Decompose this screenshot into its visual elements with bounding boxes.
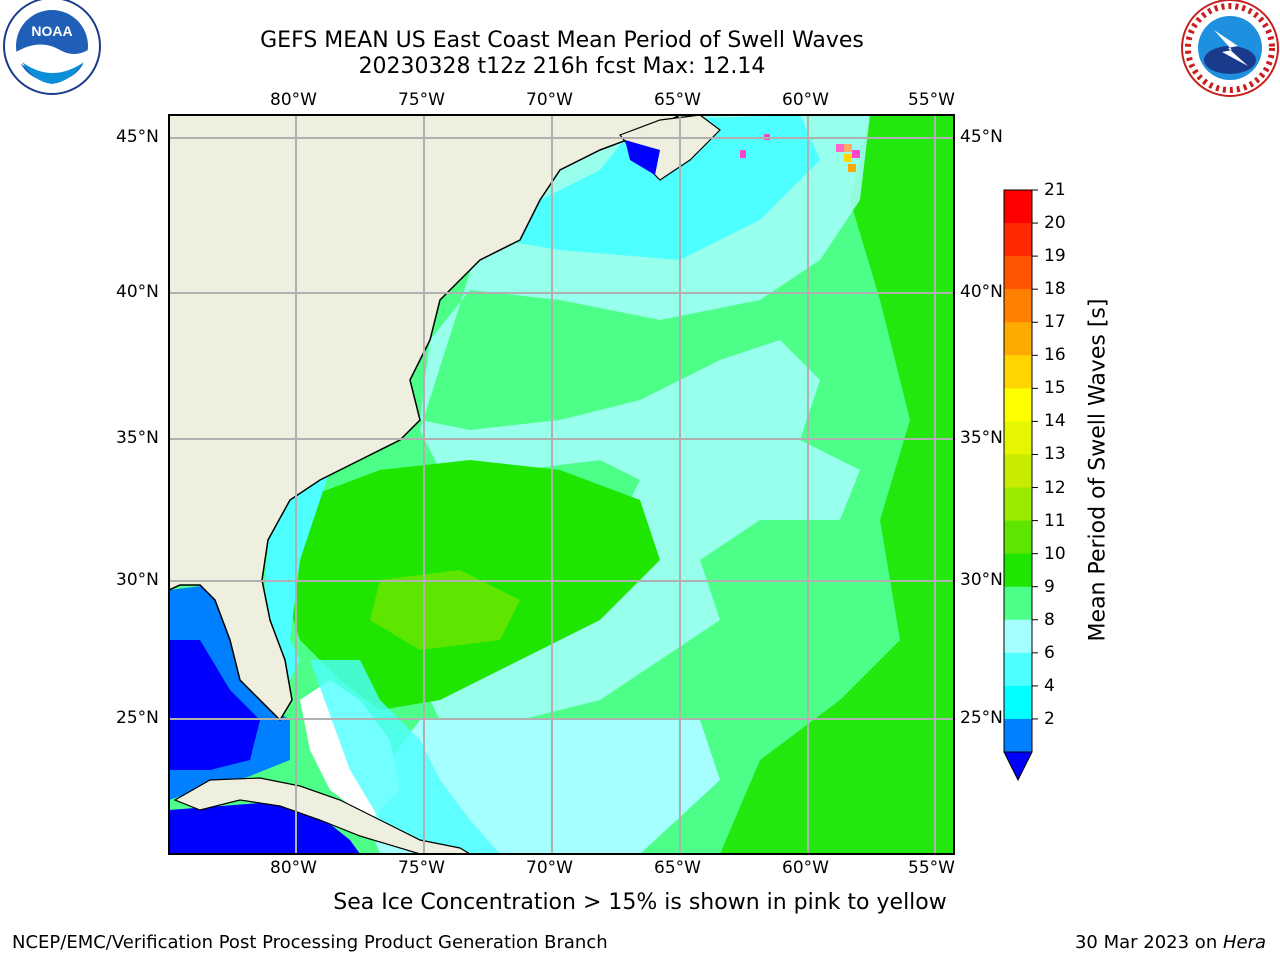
sea-ice-cell: [852, 150, 860, 158]
footer-host: Hera: [1222, 932, 1266, 953]
map-field: [169, 115, 954, 854]
top-lon-label: 60°W: [782, 90, 829, 110]
left-lat-label: 45°N: [116, 127, 159, 147]
colorbar-swatch: [1004, 322, 1032, 356]
colorbar-swatch: [1004, 520, 1032, 555]
colorbar-tick-label: 19: [1044, 246, 1066, 267]
colorbar-swatch: [1004, 586, 1032, 621]
colorbar-tick-label: 17: [1044, 312, 1066, 333]
left-lat-label: 25°N: [116, 708, 159, 728]
colorbar-label: Mean Period of Swell Waves [s]: [1085, 298, 1111, 642]
colorbar-outline: [1003, 189, 1033, 753]
colorbar-tick-label: 11: [1044, 510, 1066, 531]
cuba-land: [173, 777, 472, 854]
colorbar-tick-label: 14: [1044, 411, 1066, 432]
right-lat-label: 45°N: [960, 127, 1003, 147]
swell-zone-light-cyan: [380, 115, 870, 720]
bahamas-cyan: [310, 660, 500, 854]
colorbar-swatch: [1004, 388, 1032, 422]
colorbar-swatch: [1004, 619, 1032, 654]
colorbar-tick-label: 15: [1044, 378, 1066, 399]
colorbar-swatch: [1004, 553, 1032, 588]
top-lon-label: 70°W: [526, 90, 573, 110]
colorbar-tick-label: 16: [1044, 345, 1066, 366]
chart-subtitle: 20230328 t12z 216h fcst Max: 12.14: [358, 54, 766, 79]
sea-ice-cell: [848, 164, 856, 172]
swell-zone-east: [720, 115, 954, 854]
colorbar-swatch: [1004, 289, 1032, 323]
sea-ice-cell: [836, 144, 844, 152]
bottom-lon-label: 70°W: [526, 858, 573, 878]
bottom-lon-label: 60°W: [782, 858, 829, 878]
bay-of-fundy: [625, 140, 660, 175]
map-frame: [168, 114, 955, 855]
colorbar-swatch: [1004, 685, 1032, 720]
bottom-lon-label: 75°W: [398, 858, 445, 878]
bottom-lon-label: 80°W: [270, 858, 317, 878]
left-lat-label: 40°N: [116, 282, 159, 302]
swell-zone-lime: [370, 570, 520, 650]
colorbar-swatch: [1004, 355, 1032, 389]
nws-logo: [1181, 0, 1279, 97]
left-lat-label: 30°N: [116, 570, 159, 590]
colorbar-swatch: [1004, 652, 1032, 687]
bottom-lon-label: 65°W: [654, 858, 701, 878]
sea-ice-cell: [844, 144, 852, 152]
noaa-logo-text: NOAA: [31, 23, 72, 39]
gulf-deep-blue: [169, 640, 260, 770]
sea-ice-cell: [740, 150, 746, 158]
colorbar-tick-label: 12: [1044, 477, 1066, 498]
colorbar-tick-label: 8: [1044, 609, 1055, 630]
colorbar-tick-label: 21: [1044, 180, 1066, 200]
top-lon-label: 55°W: [908, 90, 955, 110]
top-lon-label: 75°W: [398, 90, 445, 110]
noaa-logo: NOAA: [3, 0, 101, 95]
colorbar-swatch: [1004, 256, 1032, 290]
colorbar-tick-label: 13: [1044, 444, 1066, 465]
colorbar-swatch: [1004, 223, 1032, 257]
colorbar-tick-label: 2: [1044, 708, 1055, 729]
right-lat-label: 30°N: [960, 570, 1003, 590]
colorbar-swatch: [1004, 454, 1032, 489]
colorbar: [1003, 189, 1038, 782]
colorbar-tick-label: 4: [1044, 675, 1055, 696]
sea-ice-cell: [844, 154, 852, 162]
right-lat-label: 40°N: [960, 282, 1003, 302]
right-lat-label: 25°N: [960, 708, 1003, 728]
footer-date: 30 Mar 2023 on Hera: [1075, 932, 1266, 953]
colorbar-tick-label: 20: [1044, 213, 1066, 234]
colorbar-swatch: [1004, 487, 1032, 522]
colorbar-tick-label: 18: [1044, 279, 1066, 300]
colorbar-under-arrow: [1003, 751, 1033, 782]
top-lon-label: 65°W: [654, 90, 701, 110]
colorbar-swatch: [1004, 718, 1032, 753]
colorbar-tick-label: 9: [1044, 576, 1055, 597]
colorbar-tick-label: 10: [1044, 543, 1066, 564]
colorbar-swatch: [1004, 190, 1032, 224]
top-lon-label: 80°W: [270, 90, 317, 110]
sea-ice-note: Sea Ice Concentration > 15% is shown in …: [333, 890, 947, 915]
bottom-lon-label: 55°W: [908, 858, 955, 878]
footer-credit: NCEP/EMC/Verification Post Processing Pr…: [12, 932, 608, 953]
colorbar-swatch: [1004, 421, 1032, 455]
footer-date-text: 30 Mar 2023 on: [1074, 932, 1223, 953]
chart-title: GEFS MEAN US East Coast Mean Period of S…: [260, 28, 864, 53]
left-lat-label: 35°N: [116, 428, 159, 448]
graticule: [169, 115, 954, 854]
colorbar-tick-label: 6: [1044, 642, 1055, 663]
right-lat-label: 35°N: [960, 428, 1003, 448]
